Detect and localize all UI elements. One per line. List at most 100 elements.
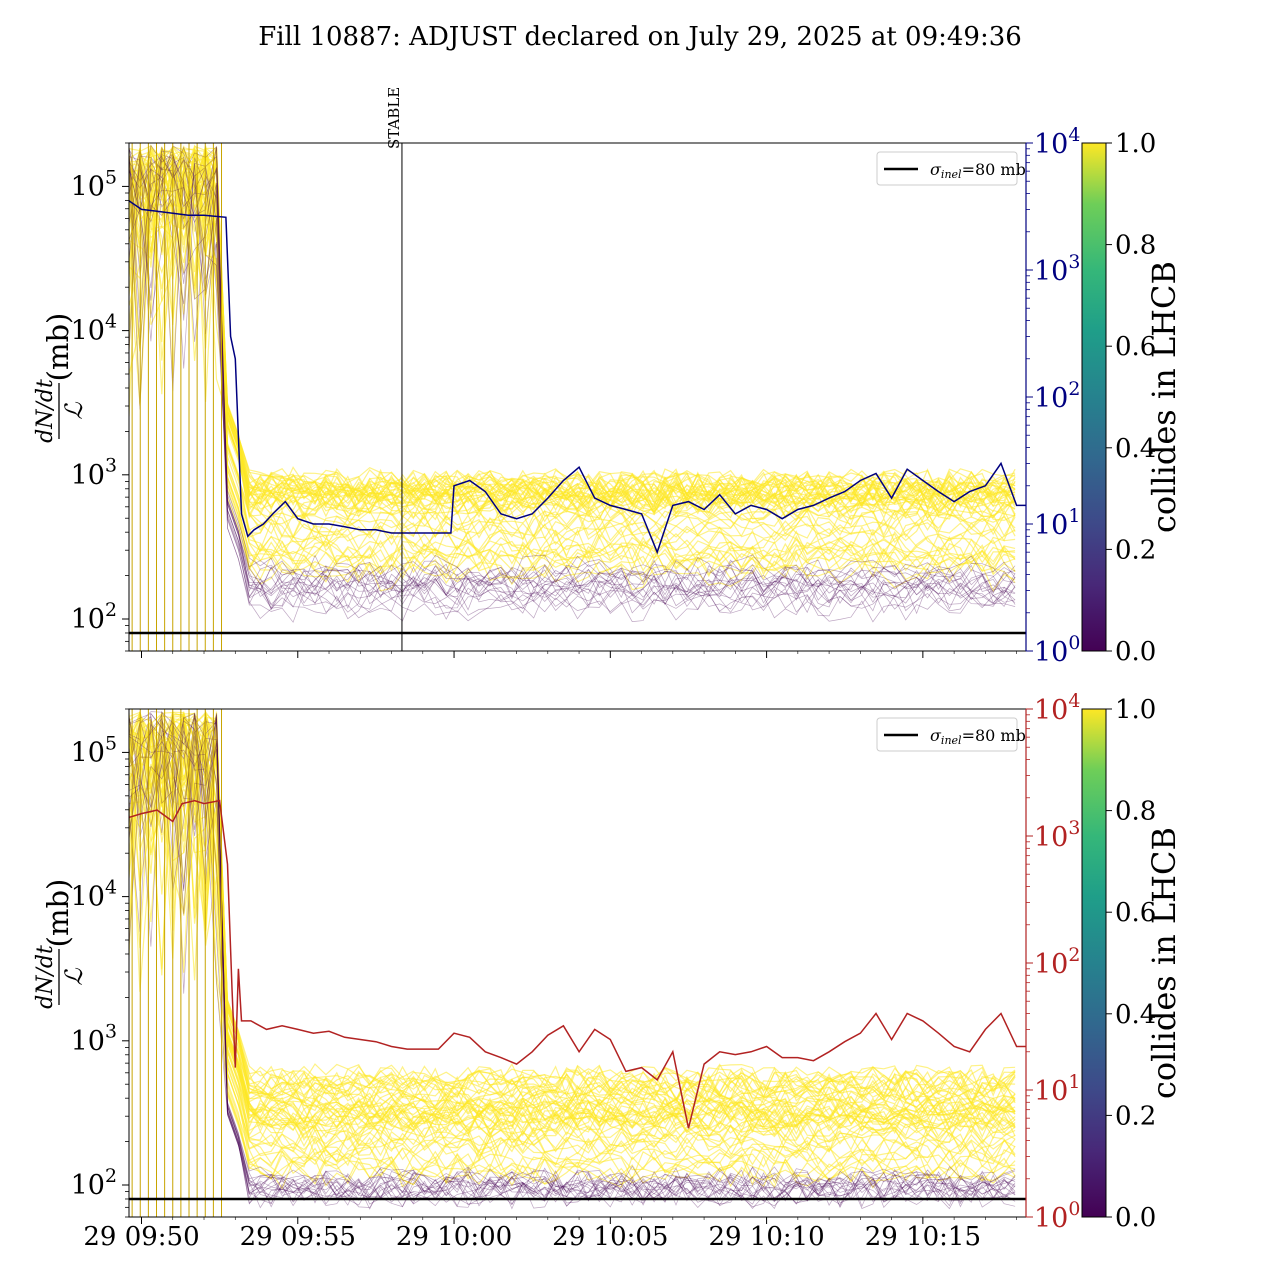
- bunch-trace: [129, 712, 1016, 1190]
- bunch-trace: [129, 148, 1016, 507]
- bunch-trace: [129, 148, 1016, 541]
- bunch-trace: [129, 155, 1016, 609]
- bunch-trace: [129, 145, 1016, 576]
- bunch-trace: [129, 711, 1016, 1119]
- bunch-trace: [129, 156, 1016, 514]
- bunch-trace: [129, 717, 1016, 1129]
- colorbar-tick-label: 1.0: [1115, 129, 1156, 159]
- y-axis-label: dN/dt ℒ (mb): [33, 879, 88, 1009]
- bunch-trace: [129, 714, 1016, 1198]
- bunch-trace: [129, 144, 1016, 595]
- bunch-trace: [129, 715, 1016, 1157]
- bunch-trace: [129, 149, 1016, 499]
- bunch-trace: [129, 155, 1016, 605]
- bunch-trace: [129, 149, 1016, 561]
- stable-marker-label: STABLE: [385, 87, 403, 149]
- bunch-trace: [129, 155, 1016, 615]
- y-label-unit: (mb): [41, 313, 75, 382]
- bunch-trace: [129, 147, 1016, 623]
- bunch-trace: [129, 712, 1016, 1139]
- bunch-trace: [129, 147, 1016, 519]
- bunch-trace: [129, 147, 1016, 552]
- bunch-trace: [129, 711, 1016, 1159]
- y-axis-label: dN/dt ℒ (mb): [33, 313, 88, 443]
- bunch-trace: [129, 710, 1016, 1202]
- bunch-trace: [129, 718, 1016, 1188]
- bunch-trace: [129, 146, 1016, 614]
- colorbar: 0.0 0.2 0.4 0.6 0.8 1.0 collides in LHCB: [1081, 695, 1183, 1233]
- bunch-trace: [129, 146, 1016, 501]
- bunch-trace: [129, 716, 1016, 1204]
- y-tick-label: 105: [71, 166, 117, 202]
- bunch-trace: [129, 150, 1016, 508]
- y-label-numerator: dN/dt: [33, 379, 58, 443]
- bunch-trace: [129, 720, 1016, 1113]
- bunch-trace: [129, 149, 1016, 512]
- panel-top: STABLE 102 103 104 105 100 101 102 103 104 dN/dt ℒ (…: [33, 87, 1183, 668]
- bunch-trace: [129, 152, 1016, 539]
- y2-tick-label: 102: [1034, 378, 1080, 414]
- bunch-trace: [129, 712, 1016, 1210]
- bunch-trace: [129, 722, 1016, 1134]
- x-tick-label: 29 10:15: [865, 1222, 981, 1252]
- bunch-trace: [129, 711, 1016, 1133]
- bunch-trace: [129, 148, 1016, 593]
- y-tick-label: 103: [71, 1021, 117, 1057]
- bunch-trace: [129, 717, 1016, 1153]
- x-tick-label: 29 10:00: [396, 1222, 512, 1252]
- bunch-trace: [129, 146, 1016, 507]
- bunch-trace: [129, 147, 1016, 579]
- bunch-trace: [129, 145, 1016, 521]
- bunch-trace: [129, 152, 1016, 585]
- y-tick-label: 102: [71, 1165, 117, 1201]
- bunch-trace: [129, 711, 1016, 1130]
- bunch-trace: [129, 156, 1016, 512]
- chart-title: Fill 10887: ADJUST declared on July 29, …: [258, 22, 1022, 52]
- bunch-trace: [129, 145, 1016, 520]
- colorbar-gradient: [1081, 708, 1107, 1218]
- bunch-trace: [129, 150, 1016, 511]
- y-label-denominator: ℒ: [60, 968, 88, 986]
- bunch-trace: [129, 712, 1016, 1093]
- bunch-trace: [129, 712, 1016, 1206]
- legend-label: σinel=80 mb: [930, 726, 1026, 747]
- bunch-trace: [129, 716, 1016, 1210]
- plot-area: [129, 709, 1026, 1217]
- bunch-trace: [129, 711, 1016, 1205]
- bunch-trace: [129, 155, 1016, 605]
- bunch-trace: [129, 165, 1016, 586]
- bunch-trace: [129, 729, 1016, 1095]
- plot-area: [129, 143, 1026, 651]
- colorbar-tick-label: 1.0: [1115, 695, 1156, 725]
- y2-tick-label: 103: [1034, 817, 1080, 853]
- legend: σinel=80 mb: [876, 151, 1026, 186]
- bunch-trace: [129, 153, 1016, 597]
- axes-frame: [128, 142, 1027, 652]
- bunch-trace: [129, 714, 1016, 1196]
- bunch-trace: [129, 146, 1016, 514]
- bunch-trace: [129, 158, 1016, 501]
- x-tick-label: 29 09:55: [240, 1222, 356, 1252]
- bunch-trace: [129, 721, 1016, 1129]
- bunch-trace: [129, 150, 1016, 500]
- bunch-trace: [129, 714, 1016, 1102]
- bunch-trace: [129, 723, 1016, 1210]
- bunch-trace: [129, 147, 1016, 510]
- y-tick-label: 104: [71, 876, 117, 912]
- bunch-trace: [129, 153, 1016, 542]
- bunch-trace: [129, 147, 1016, 511]
- legend-box: [876, 151, 1018, 186]
- y2-tick-label: 101: [1034, 1071, 1080, 1107]
- y-tick-label: 102: [71, 599, 117, 635]
- bunch-trace: [129, 712, 1016, 1182]
- bunch-trace: [129, 149, 1016, 599]
- bunch-trace: [129, 715, 1016, 1119]
- colorbar-tick-label: 0.2: [1115, 535, 1156, 565]
- bunch-trace: [129, 711, 1016, 1120]
- colorbar-tick-label: 0.4: [1115, 434, 1156, 464]
- bunch-trace: [129, 144, 1016, 505]
- y-tick-label: 105: [71, 732, 117, 768]
- y2-tick-label: 100: [1034, 632, 1080, 668]
- bunch-trace: [129, 149, 1016, 623]
